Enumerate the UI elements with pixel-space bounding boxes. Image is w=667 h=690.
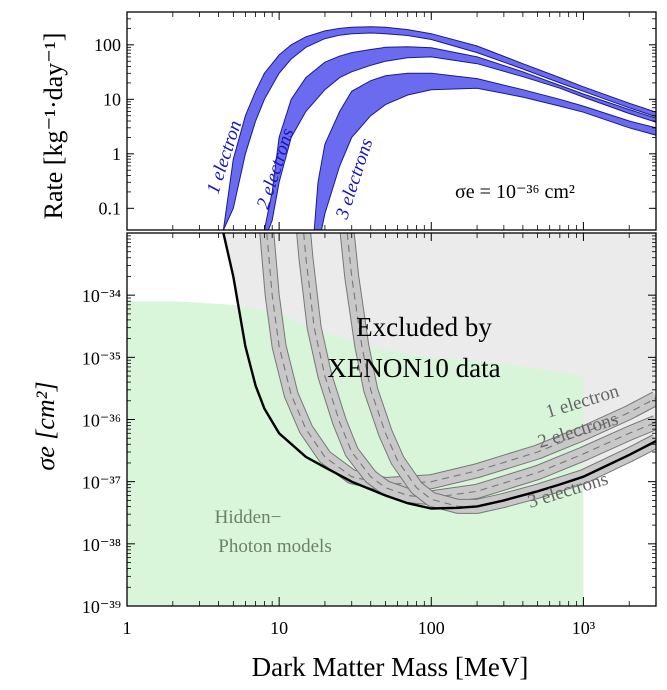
rate-ytick-label-1: 1: [112, 144, 121, 164]
cross-section-panel: Excluded by XENON10 data Hidden− Photon …: [31, 232, 657, 682]
model-label-line1: Hidden−: [215, 507, 282, 528]
model-label-line2: Photon models: [218, 536, 331, 557]
rate-ytick-label-2: 10: [103, 89, 121, 109]
rate-band-1-electron: [222, 26, 656, 230]
cross-section-x-axis: 1 10 100 10³: [123, 233, 630, 638]
mass-xtick-label-1: 10: [270, 618, 288, 638]
cross-section-y-axis: 10⁻³⁹ 10⁻³⁸ 10⁻³⁷ 10⁻³⁶ 10⁻³⁵ 10⁻³⁴: [82, 235, 656, 617]
mass-xtick-label-0: 1: [123, 618, 132, 638]
excluded-label-line2: XENON10 data: [327, 353, 500, 383]
rate-annotation: σe = 10⁻³⁶ cm²: [455, 181, 575, 203]
sigma-ytick-label-0: 10⁻³⁹: [82, 597, 121, 617]
rate-ytick-label-3: 100: [94, 35, 121, 55]
rate-ytick-label-0: 0.1: [99, 198, 122, 218]
rate-ylabel: Rate [kg⁻¹·day⁻¹]: [39, 33, 68, 220]
rate-y-axis: 0.1 1 10 100: [94, 18, 656, 218]
electron-bands: [259, 233, 656, 514]
limit-curve: [222, 233, 656, 510]
cross-section-ylabel: σe [cm²]: [31, 381, 60, 470]
excluded-label-line1: Excluded by: [356, 312, 492, 342]
rate-frame: [126, 11, 657, 231]
rate-label-2-electrons: 2 electrons: [253, 126, 299, 212]
mass-xtick-label-3: 10³: [572, 618, 596, 638]
band-center-2-electrons: [303, 233, 656, 499]
rate-panel: 1 electron 2 electrons 3 electrons σe = …: [39, 11, 657, 231]
sigma-ytick-label-4: 10⁻³⁵: [82, 348, 121, 368]
sigma-ytick-label-1: 10⁻³⁸: [82, 535, 121, 555]
rate-bands: [222, 26, 656, 230]
sigma-ytick-label-2: 10⁻³⁷: [82, 473, 121, 493]
sigma-ytick-label-5: 10⁻³⁴: [82, 286, 121, 306]
rate-band-2-electrons: [263, 46, 656, 230]
x-axis-label: Dark Matter Mass [MeV]: [252, 652, 529, 682]
band-center-1-electron: [266, 233, 656, 486]
rate-band-3-electrons: [313, 72, 656, 230]
mass-xtick-label-2: 100: [418, 618, 445, 638]
sigma-ytick-label-3: 10⁻³⁶: [82, 411, 121, 431]
rate-x-ticks: [126, 12, 630, 230]
